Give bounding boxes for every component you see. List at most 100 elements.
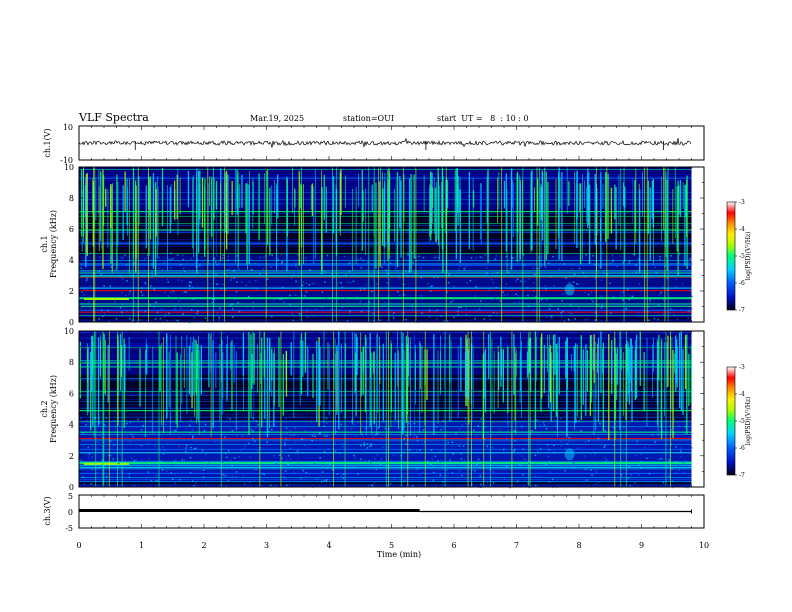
noise-speckle	[366, 467, 369, 470]
noise-speckle	[281, 261, 283, 263]
sferic-streak	[133, 168, 135, 267]
noise-speckle	[153, 288, 156, 291]
noise-speckle	[616, 425, 619, 428]
sferic-streak	[312, 353, 314, 398]
noise-speckle	[584, 318, 587, 321]
noise-speckle	[211, 276, 213, 278]
noise-speckle	[557, 418, 559, 420]
noise-speckle	[584, 468, 587, 471]
noise-speckle	[284, 451, 286, 453]
sferic-streak	[201, 177, 204, 228]
noise-speckle	[426, 460, 429, 463]
sferic-streak	[318, 342, 320, 406]
noise-speckle	[594, 278, 597, 280]
noise-speckle	[224, 474, 227, 476]
tone-line	[79, 231, 692, 233]
ch3-waveform-panel: 5 0 -5 ch.3(V)	[43, 492, 705, 533]
noise-speckle	[295, 280, 297, 283]
sferic-streak	[176, 174, 178, 220]
sferic-streak	[162, 337, 164, 434]
noise-speckle	[159, 317, 162, 320]
noise-speckle	[182, 272, 184, 274]
noise-speckle	[470, 479, 473, 482]
noise-speckle	[584, 441, 587, 443]
noise-speckle	[265, 255, 267, 257]
noise-speckle	[210, 434, 212, 437]
noise-speckle	[184, 450, 187, 453]
noise-speckle	[458, 268, 460, 271]
noise-speckle	[664, 265, 666, 268]
noise-speckle	[314, 435, 316, 438]
tone-line	[79, 260, 692, 261]
sferic-streak	[198, 335, 199, 422]
noise-speckle	[370, 290, 373, 293]
noise-speckle	[387, 485, 389, 487]
noise-speckle	[366, 287, 368, 289]
sferic-streak	[338, 331, 340, 430]
sferic-streak	[395, 177, 397, 272]
noise-speckle	[640, 460, 642, 463]
noise-speckle	[152, 272, 155, 274]
ch3-ytick-mid: 0	[68, 508, 73, 517]
noise-speckle	[366, 447, 369, 449]
noise-speckle	[534, 484, 537, 487]
tone-line	[79, 286, 692, 288]
noise-speckle	[403, 449, 405, 452]
noise-speckle	[436, 309, 439, 312]
sferic-streak	[302, 340, 304, 377]
noise-speckle	[680, 450, 682, 453]
sferic-streak	[79, 341, 82, 399]
sferic-streak	[215, 180, 218, 210]
noise-speckle	[200, 466, 203, 469]
sferic-streak	[190, 337, 192, 397]
sferic-streak	[144, 349, 146, 438]
tone-line	[79, 343, 692, 344]
colorbar-tick-label: -7	[739, 307, 745, 314]
noise-speckle	[594, 452, 597, 455]
noise-speckle	[387, 466, 390, 468]
sferic-streak	[472, 178, 474, 251]
noise-speckle	[594, 291, 597, 294]
noise-speckle	[675, 461, 678, 463]
noise-speckle	[228, 268, 231, 271]
sferic-streak	[624, 187, 626, 262]
noise-speckle	[400, 466, 403, 468]
noise-speckle	[340, 282, 342, 284]
noise-speckle	[133, 459, 136, 462]
noise-speckle	[342, 473, 345, 475]
sferic-streak	[292, 167, 293, 214]
noise-speckle	[660, 291, 663, 294]
sferic-streak	[507, 346, 509, 414]
noise-speckle	[420, 276, 422, 279]
sferic-streak	[555, 344, 557, 417]
noise-speckle	[183, 438, 185, 441]
noise-speckle	[434, 310, 436, 313]
noise-speckle	[560, 445, 563, 447]
sferic-streak	[323, 174, 325, 221]
noise-speckle	[635, 264, 637, 266]
noise-speckle	[479, 475, 482, 477]
noise-speckle	[202, 469, 205, 471]
noise-speckle	[457, 310, 459, 313]
sferic-streak	[576, 170, 578, 220]
tone-line	[79, 276, 692, 278]
noise-speckle	[280, 263, 283, 265]
sferic-streak	[319, 347, 321, 406]
noise-speckle	[255, 468, 257, 471]
noise-speckle	[413, 422, 416, 425]
noise-speckle	[545, 288, 547, 290]
noise-speckle	[484, 425, 487, 428]
tone-line	[79, 421, 692, 423]
noise-speckle	[614, 424, 617, 427]
sferic-streak	[436, 181, 437, 243]
tone-line	[79, 305, 692, 307]
noise-speckle	[94, 446, 97, 448]
noise-speckle	[568, 281, 570, 284]
noise-speckle	[649, 299, 651, 301]
tone-line	[79, 338, 692, 339]
sferic-streak	[457, 176, 459, 226]
noise-speckle	[668, 460, 671, 463]
noise-speckle	[536, 419, 538, 421]
noise-speckle	[262, 479, 264, 482]
noise-speckle	[492, 311, 495, 314]
